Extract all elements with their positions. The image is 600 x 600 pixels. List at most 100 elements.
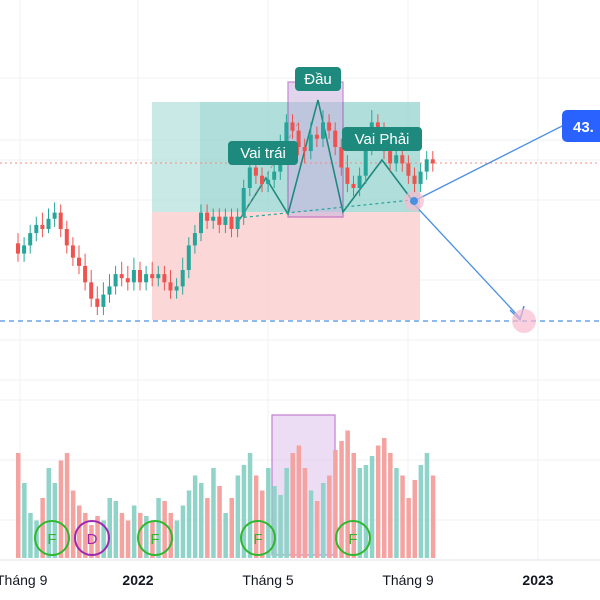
candle-body: [260, 175, 264, 184]
candle-body: [168, 282, 173, 291]
volume-bar: [375, 445, 381, 558]
candle-body: [229, 216, 234, 229]
x-tick-label: Tháng 5: [242, 572, 294, 588]
x-tick-label: Tháng 9: [0, 572, 48, 588]
candle-body: [95, 298, 100, 307]
volume-bar: [296, 445, 302, 558]
candle-body: [40, 224, 45, 229]
candle-body: [357, 175, 362, 188]
neckline: [237, 199, 413, 219]
volume-bar: [89, 525, 94, 558]
candle-body: [89, 282, 94, 299]
candle-body: [22, 245, 27, 254]
volume-bar: [357, 468, 363, 558]
trend-dashed: [237, 119, 301, 223]
target-halo: [512, 309, 536, 333]
candle-body: [290, 122, 295, 131]
candle-body: [388, 151, 393, 164]
volume-bar: [211, 468, 216, 558]
event-marker-ring: [34, 520, 70, 556]
left-shoulder-label-box: [228, 141, 298, 165]
candle-body: [131, 270, 136, 283]
candle-body: [83, 265, 88, 283]
volume-bar: [235, 475, 241, 558]
candle-body: [412, 175, 417, 184]
candle-body: [64, 229, 69, 246]
volume-bar: [34, 520, 39, 558]
volume-bar: [388, 453, 393, 558]
candle-body: [241, 188, 246, 217]
volume-bar: [308, 490, 314, 558]
candle-body: [375, 122, 380, 131]
candle-body: [16, 243, 20, 254]
volume-bar: [186, 490, 192, 558]
volume-bar: [314, 501, 320, 558]
candle-body: [296, 130, 301, 147]
candle-body: [308, 134, 313, 152]
x-tick-label: Tháng 9: [382, 572, 434, 588]
volume-bar: [247, 453, 253, 558]
candle-body: [314, 134, 319, 139]
candle-body: [211, 216, 216, 221]
volume-bars: [16, 430, 436, 558]
volume-bar: [241, 465, 247, 558]
event-marker-ring: [137, 520, 173, 556]
event-marker-ring: [335, 520, 371, 556]
volume-bar: [119, 513, 125, 558]
candle-body: [192, 233, 197, 246]
volume-bar: [229, 498, 234, 558]
candle-body: [77, 257, 81, 266]
candle-body: [321, 122, 325, 139]
volume-bar: [138, 513, 143, 558]
candle-body: [253, 167, 258, 176]
volume-bar: [369, 456, 375, 558]
volume-bar: [272, 486, 277, 558]
candle-body: [58, 212, 63, 229]
volume-bar: [162, 501, 167, 558]
volume-bar: [113, 501, 119, 558]
volume-bar: [144, 516, 149, 558]
candle-body: [119, 274, 124, 279]
candle-body: [186, 245, 191, 270]
candle-body: [424, 159, 429, 172]
candle-body: [394, 155, 399, 164]
candle-body: [107, 286, 112, 295]
x-tick-label: 2022: [122, 572, 153, 588]
volume-bar: [284, 468, 289, 558]
event-marker-ring: [74, 520, 110, 556]
volume-bar: [95, 516, 100, 558]
right-shoulder-label-text: Vai Phải: [355, 131, 410, 148]
volume-bar: [199, 483, 204, 558]
volume-bar: [321, 483, 326, 558]
volume-bar: [101, 520, 106, 558]
volume-bar: [150, 520, 155, 558]
candle-body: [101, 294, 106, 307]
candle-body: [28, 233, 33, 246]
x-tick-label: 2023: [522, 572, 553, 588]
candle-body: [284, 122, 289, 147]
volume-bar: [412, 480, 417, 558]
volume-bar: [70, 490, 76, 558]
event-marker-letter: F: [348, 531, 357, 548]
candle-body: [418, 171, 423, 184]
projection-lines: 43.: [0, 99, 600, 333]
price-tag-box: [562, 110, 600, 142]
candle-body: [400, 155, 405, 164]
candle-body: [199, 212, 203, 234]
volume-bar: [290, 453, 295, 558]
candle-body: [327, 122, 332, 131]
candle-body: [144, 274, 149, 283]
volume-bar: [400, 475, 405, 558]
pattern-labels: Vai trái Đầu Vai Phải: [228, 67, 422, 165]
candle-body: [113, 274, 118, 287]
volume-bar: [40, 498, 45, 558]
candle-body: [162, 274, 167, 283]
event-marker-ring: [240, 520, 276, 556]
candle-body: [247, 167, 252, 188]
volume-bar: [205, 498, 210, 558]
candle-body: [333, 130, 338, 147]
pattern-zigzag: [237, 99, 413, 223]
volume-bar: [424, 453, 430, 558]
